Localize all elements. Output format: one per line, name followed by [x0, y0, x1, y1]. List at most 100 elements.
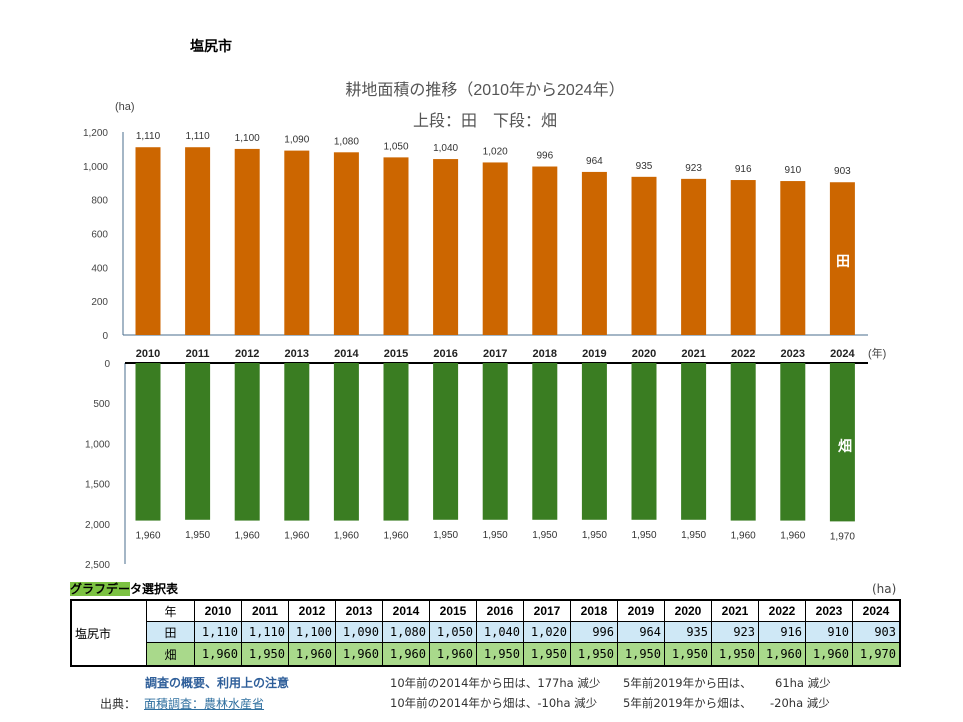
- ta-cell: 996: [570, 621, 618, 643]
- ha-cell: 1,960: [335, 642, 383, 667]
- ha-cell: 1,950: [617, 642, 665, 667]
- year-cell: 2022: [758, 599, 806, 622]
- x-tick-label: 2018: [533, 348, 557, 360]
- data-label-ha: 1,960: [383, 531, 408, 542]
- year-cell: 2024: [852, 599, 901, 622]
- year-cell: 2016: [476, 599, 524, 622]
- year-cell: 2013: [335, 599, 383, 622]
- bar-ta: [284, 150, 310, 335]
- series-label-ha: 畑: [837, 438, 852, 454]
- note-ta-5y-value: 61ha 減少: [775, 676, 831, 690]
- bar-ta: [581, 171, 607, 335]
- bar-ta: [681, 178, 707, 335]
- x-tick-label: 2024: [830, 348, 855, 360]
- source: 出典： 面積調査：農林水産省: [100, 697, 265, 711]
- ta-cell: 916: [758, 621, 806, 643]
- year-cell: 2015: [429, 599, 477, 622]
- bar-ha: [234, 363, 260, 521]
- data-label-ha: 1,960: [334, 531, 359, 542]
- y-tick-label: 0: [102, 331, 108, 342]
- bar-ta: [631, 176, 657, 335]
- ta-header: 田: [146, 621, 195, 643]
- x-tick-label: 2021: [681, 348, 705, 360]
- data-label-ha: 1,960: [731, 531, 756, 542]
- bar-ha: [185, 363, 211, 520]
- y-tick-label: 1,000: [85, 439, 110, 450]
- x-tick-label: 2013: [285, 348, 309, 360]
- ta-cell: 910: [805, 621, 853, 643]
- data-label-ta: 916: [735, 164, 752, 175]
- bar-ha: [631, 363, 657, 520]
- bar-ta: [829, 182, 855, 335]
- y-tick-label: 600: [91, 230, 108, 241]
- ha-cell: 1,960: [429, 642, 477, 667]
- bar-ta: [333, 152, 359, 335]
- ta-cell: 1,080: [382, 621, 430, 643]
- ha-header: 畑: [146, 642, 195, 667]
- x-tick-label: 2016: [433, 348, 457, 360]
- x-axis-unit: (年): [868, 346, 886, 360]
- ha-cell: 1,950: [664, 642, 712, 667]
- bar-ta: [780, 181, 806, 335]
- bar-ta: [482, 162, 508, 335]
- source-link[interactable]: 面積調査：農林水産省: [144, 697, 265, 711]
- x-tick-label: 2020: [632, 348, 656, 360]
- data-label-ha: 1,950: [433, 530, 458, 541]
- bar-ta: [135, 147, 161, 335]
- y-axis-unit: (ha): [115, 101, 135, 113]
- year-cell: 2010: [194, 599, 242, 622]
- data-label-ta: 1,110: [136, 131, 161, 142]
- y-tick-label: 2,500: [85, 560, 110, 571]
- year-cell: 2017: [523, 599, 571, 622]
- data-label-ha: 1,970: [830, 531, 855, 542]
- year-cell: 2019: [617, 599, 665, 622]
- x-tick-label: 2017: [483, 348, 507, 360]
- note-ha-5y-value: -20ha 減少: [770, 696, 830, 710]
- ha-cell: 1,960: [194, 642, 242, 667]
- year-header: 年: [146, 599, 195, 622]
- note-ha-10y: 10年前の2014年から畑は、-10ha 減少: [390, 696, 598, 710]
- ta-cell: 964: [617, 621, 665, 643]
- ha-cell: 1,950: [570, 642, 618, 667]
- ha-cell: 1,960: [382, 642, 430, 667]
- data-label-ha: 1,950: [185, 530, 210, 541]
- ta-cell: 935: [664, 621, 712, 643]
- data-label-ha: 1,950: [631, 530, 656, 541]
- year-cell: 2023: [805, 599, 853, 622]
- bar-ta: [185, 147, 211, 335]
- data-label-ta: 964: [586, 156, 603, 167]
- year-cell: 2012: [288, 599, 336, 622]
- note-ta-5y: 5年前2019年から田は、: [623, 676, 752, 690]
- data-label-ha: 1,960: [235, 531, 260, 542]
- bar-ha: [135, 363, 161, 521]
- y-tick-label: 400: [91, 263, 108, 274]
- year-cell: 2020: [664, 599, 712, 622]
- overview-link[interactable]: 調査の概要、利用上の注意: [145, 676, 290, 690]
- series-label-ta: 田: [836, 253, 850, 269]
- city-title: 塩尻市: [190, 39, 232, 55]
- bar-ha: [482, 363, 508, 520]
- bar-ha: [433, 363, 459, 520]
- ta-cell: 1,110: [194, 621, 242, 643]
- bar-ha: [333, 363, 359, 521]
- ta-cell: 1,050: [429, 621, 477, 643]
- ha-cell: 1,950: [711, 642, 759, 667]
- data-table: 塩尻市年 2010 2011 2012 2013 2014 2015 2016 2017 2018…: [70, 599, 901, 667]
- y-tick-label: 2,000: [85, 520, 110, 531]
- data-label-ta: 1,050: [383, 141, 408, 152]
- ha-cell: 1,960: [805, 642, 853, 667]
- bar-ta: [383, 157, 409, 335]
- data-label-ha: 1,950: [582, 530, 607, 541]
- x-tick-label: 2011: [186, 348, 210, 360]
- chart-subtitle: 上段：田 下段：畑: [413, 112, 557, 130]
- bar-ha: [532, 363, 558, 520]
- bar-ha: [284, 363, 310, 521]
- ha-cell: 1,950: [476, 642, 524, 667]
- ha-cell: 1,970: [852, 642, 901, 667]
- note-ta-10y: 10年前の2014年から田は、177ha 減少: [390, 676, 601, 690]
- ha-cell: 1,950: [241, 642, 289, 667]
- data-label-ta: 1,090: [284, 135, 309, 146]
- data-label-ta: 1,020: [483, 146, 508, 157]
- bar-ha: [581, 363, 607, 520]
